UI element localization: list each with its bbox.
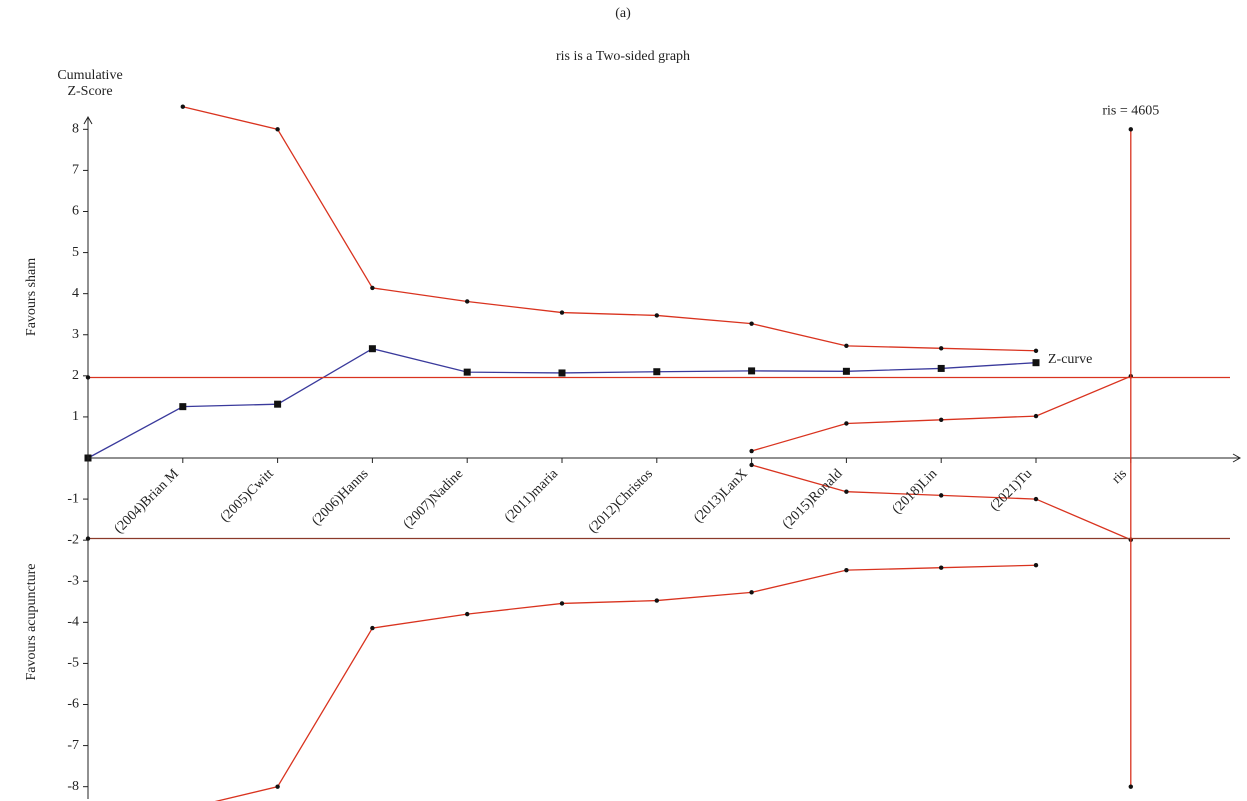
x-tick-label: (2007)Nadine [401,466,467,532]
series-marker [1033,348,1039,353]
series-line [182,106,1037,352]
series-marker [179,403,187,411]
series-marker [939,565,944,570]
y-tick-label: -7 [67,738,79,753]
series-marker [1033,413,1039,419]
y-axis-arrow [83,115,93,125]
significance-marker [85,536,91,541]
series-line [751,375,1132,452]
y-tick-label: 2 [72,368,79,383]
series-marker [274,400,282,408]
x-tick-label: (2006)Hanns [309,466,371,528]
y-tick-label: -4 [67,615,79,630]
y-tick-label: 8 [72,122,79,137]
series-marker [370,285,375,291]
series-marker [275,127,280,132]
series-marker [370,625,375,631]
chart-title: ris is a Two-sided graph [556,49,690,64]
series-line [87,348,1037,459]
series-marker [937,364,945,372]
y-tick-label: -8 [67,779,79,794]
y-tick-label: -2 [67,532,79,547]
series-marker [749,590,754,595]
series-marker [844,421,849,426]
y-axis-label: Z-Score [67,84,112,99]
panel-label: (a) [615,6,631,21]
series-marker [559,601,565,606]
series-marker [654,313,659,318]
x-tick-label: (2004)Brian M [112,466,183,537]
y-tick-label: 7 [72,163,79,178]
series-marker [844,567,849,573]
series-marker [559,310,565,315]
y-axis-label: Cumulative [57,68,122,83]
ris-marker [1128,784,1134,789]
significance-marker [85,375,91,380]
series-marker [842,367,850,375]
series-marker [939,417,944,422]
region-label: Favours sham [24,258,39,336]
ris-marker [1128,127,1134,132]
series-marker [749,462,754,468]
y-tick-label: 1 [72,409,79,424]
x-tick-label: (2013)LanX [691,466,751,526]
ris-label: ris = 4605 [1102,104,1159,119]
region-label: Favours acupuncture [24,563,39,680]
series-marker [180,104,185,109]
x-tick-label: (2005)Cwitt [218,466,277,525]
series-marker [558,369,566,377]
series-marker [1033,496,1039,502]
series-marker [653,368,661,376]
series-marker [939,493,944,498]
series-marker [844,343,849,349]
x-tick-label: (2011)maria [502,466,562,526]
series-line [214,564,1037,801]
series-marker [654,598,659,603]
series-marker [1033,563,1039,568]
series-marker [463,368,471,376]
series-label: Z-curve [1048,352,1092,367]
series-marker [465,299,470,304]
y-tick-label: 6 [72,204,79,219]
x-tick-label: ris [1109,466,1130,487]
y-tick-label: -3 [67,573,79,588]
series-marker [844,489,849,494]
series-marker [368,345,376,353]
x-tick-label: (2012)Christos [586,466,656,536]
y-tick-label: -6 [67,697,79,712]
series-marker [939,346,944,351]
series-marker [1032,359,1040,367]
plot-area [84,104,1134,801]
y-tick-label: 4 [72,286,79,301]
y-tick-label: 3 [72,327,79,342]
x-tick-label: (2018)Lin [890,466,941,517]
series-marker [749,321,754,326]
series-marker [465,611,470,617]
series-marker [748,367,756,375]
y-tick-label: 5 [72,245,79,260]
x-tick-label: (2021)Tu [987,466,1035,514]
series-marker [749,448,754,454]
x-axis-arrow [1232,453,1242,463]
series-marker [275,784,280,789]
y-tick-label: -1 [67,491,79,506]
y-tick-label: -5 [67,656,79,671]
